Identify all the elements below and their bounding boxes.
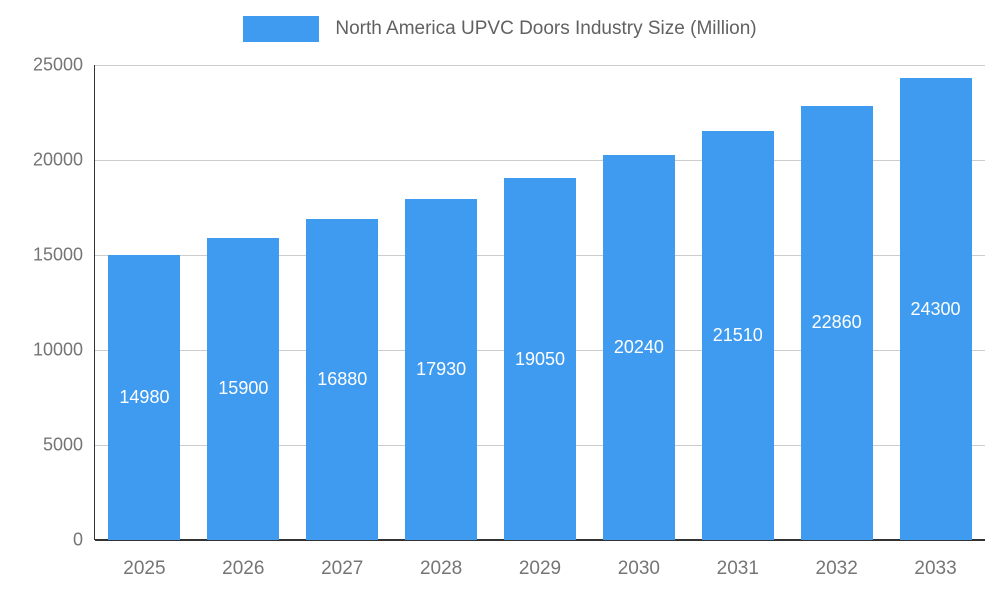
gridline [95,65,985,66]
gridline [95,160,985,161]
bar-value-label: 19050 [514,348,566,369]
x-tick-label: 2027 [321,558,364,579]
bar[interactable]: 15900 [207,237,280,540]
bar-value-label: 15900 [218,378,269,399]
bar[interactable]: 19050 [504,178,576,540]
x-tick-label: 2025 [123,558,166,579]
legend-swatch [243,16,320,42]
bar-value-label: 22860 [811,312,862,333]
bar[interactable]: 17930 [405,199,478,540]
bar-value-label: 16880 [317,369,368,390]
chart-legend: North America UPVC Doors Industry Size (… [0,16,1000,42]
bar-value-label: 21510 [712,325,763,346]
y-tick-label: 5000 [42,434,83,455]
bar[interactable]: 14980 [108,255,181,540]
chart-title: North America UPVC Doors Industry Size (… [335,18,757,39]
bar-value-label: 20240 [613,337,664,358]
x-tick-label: 2032 [815,558,858,579]
x-tick-label: 2028 [419,558,463,579]
y-tick-label: 0 [72,529,83,550]
bar[interactable]: 16880 [306,219,379,540]
bar-value-label: 17930 [416,359,467,380]
bar[interactable]: 20240 [602,155,675,540]
bar-value-label: 14980 [119,387,170,408]
bar[interactable]: 22860 [800,105,873,540]
bar[interactable]: 24300 [899,78,972,540]
x-tick-label: 2031 [716,558,759,579]
y-tick-label: 15000 [32,244,83,265]
x-tick-label: 2026 [222,558,265,579]
y-axis-line [94,65,95,540]
x-axis-baseline [95,539,985,541]
x-tick-label: 2030 [617,558,661,579]
y-tick-label: 10000 [32,339,83,360]
y-tick-label: 25000 [32,54,83,75]
x-tick-label: 2029 [518,558,562,579]
x-tick-label: 2033 [914,558,957,579]
bar-value-label: 24300 [910,298,961,319]
y-tick-label: 20000 [32,149,83,170]
bar[interactable]: 21510 [701,131,774,540]
